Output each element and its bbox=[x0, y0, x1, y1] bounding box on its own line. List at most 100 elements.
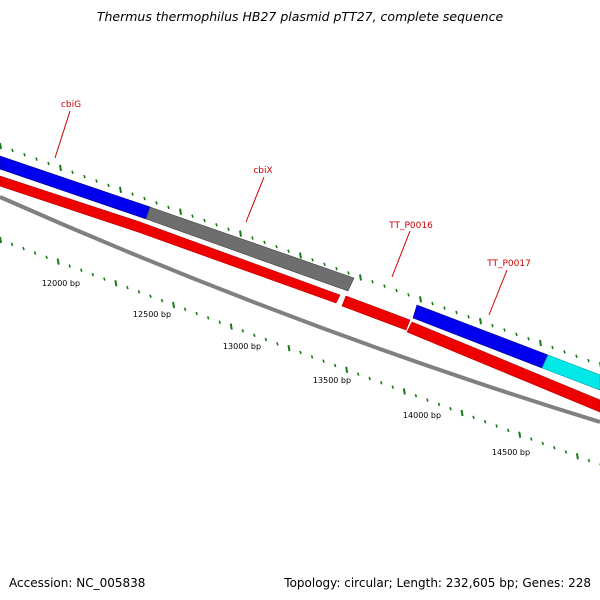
minor-tick bbox=[431, 301, 434, 306]
minor-tick bbox=[191, 214, 194, 218]
minor-tick bbox=[356, 372, 360, 376]
forward-strand-genes bbox=[0, 155, 600, 391]
major-tick bbox=[539, 339, 542, 347]
minor-tick bbox=[455, 310, 458, 315]
reverse-strand-genes bbox=[0, 175, 600, 413]
minor-tick bbox=[167, 205, 170, 210]
minor-tick bbox=[467, 315, 470, 319]
minor-tick bbox=[371, 280, 374, 284]
minor-tick bbox=[215, 223, 218, 227]
label-line-cbiG bbox=[54, 110, 71, 159]
minor-tick bbox=[160, 298, 164, 303]
tick-label: 13000 bp bbox=[223, 342, 261, 351]
minor-tick bbox=[383, 284, 386, 288]
gene-arrow-red[interactable] bbox=[0, 175, 341, 304]
major-tick bbox=[229, 323, 233, 330]
minor-tick bbox=[183, 307, 187, 311]
minor-tick bbox=[23, 153, 26, 157]
major-tick bbox=[119, 186, 122, 193]
major-tick bbox=[0, 142, 2, 150]
minor-tick bbox=[587, 458, 591, 463]
major-tick bbox=[359, 274, 362, 281]
plasmid-backbone bbox=[0, 195, 600, 424]
tick-label: 12000 bp bbox=[42, 279, 80, 288]
major-tick bbox=[114, 280, 118, 287]
minor-tick bbox=[551, 345, 554, 350]
minor-tick bbox=[107, 183, 110, 188]
major-tick bbox=[402, 388, 406, 395]
major-tick bbox=[0, 236, 2, 244]
minor-tick bbox=[426, 398, 429, 402]
minor-tick bbox=[103, 277, 106, 281]
minor-tick bbox=[310, 355, 314, 359]
minor-tick bbox=[131, 192, 134, 196]
minor-tick bbox=[503, 328, 506, 332]
minor-tick bbox=[45, 255, 48, 260]
minor-tick bbox=[47, 161, 50, 166]
minor-tick bbox=[10, 242, 14, 247]
minor-tick bbox=[541, 441, 545, 446]
minor-tick bbox=[227, 227, 230, 231]
minor-tick bbox=[323, 262, 326, 267]
outer-tick-marks bbox=[0, 142, 600, 369]
label-line-TT_P0016 bbox=[391, 230, 411, 278]
major-tick bbox=[179, 208, 182, 215]
minor-tick bbox=[137, 290, 141, 294]
minor-tick bbox=[11, 148, 14, 153]
gene-arrow-red[interactable] bbox=[341, 295, 411, 331]
minor-tick bbox=[311, 258, 314, 262]
minor-tick bbox=[80, 268, 83, 273]
minor-tick bbox=[22, 246, 25, 251]
minor-tick bbox=[495, 424, 498, 428]
minor-tick bbox=[206, 316, 210, 320]
major-tick bbox=[56, 258, 60, 265]
gene-label-cbiG[interactable]: cbiG bbox=[61, 100, 81, 110]
minor-tick bbox=[391, 385, 395, 389]
gene-label-TT_P0016[interactable]: TT_P0016 bbox=[388, 221, 433, 231]
minor-tick bbox=[276, 342, 279, 346]
gene-label-TT_P0017[interactable]: TT_P0017 bbox=[486, 259, 531, 269]
minor-tick bbox=[380, 381, 383, 385]
minor-tick bbox=[472, 415, 475, 420]
topology-text: Topology: circular; Length: 232,605 bp; … bbox=[284, 576, 591, 590]
minor-tick bbox=[218, 320, 221, 324]
minor-tick bbox=[527, 336, 530, 341]
major-tick bbox=[287, 345, 291, 352]
major-tick bbox=[299, 252, 302, 259]
tick-label: 13500 bp bbox=[313, 376, 351, 385]
minor-tick bbox=[553, 445, 556, 450]
label-line-cbiX bbox=[245, 176, 265, 223]
minor-tick bbox=[253, 333, 256, 337]
minor-tick bbox=[506, 428, 510, 433]
tick-label: 12500 bp bbox=[133, 310, 171, 319]
tick-label: 14000 bp bbox=[403, 411, 441, 420]
map-title: Thermus thermophilus HB27 plasmid pTT27,… bbox=[96, 9, 504, 24]
minor-tick bbox=[143, 196, 146, 201]
tick-label: 14500 bp bbox=[492, 448, 530, 457]
minor-tick bbox=[68, 264, 71, 268]
minor-tick bbox=[149, 294, 152, 299]
gene-cyan[interactable] bbox=[541, 354, 600, 391]
major-tick bbox=[518, 431, 522, 438]
minor-tick bbox=[251, 236, 254, 240]
major-tick bbox=[239, 230, 242, 237]
minor-tick bbox=[335, 266, 338, 271]
minor-tick bbox=[155, 201, 158, 205]
minor-tick bbox=[575, 354, 578, 358]
minor-tick bbox=[91, 272, 95, 277]
minor-tick bbox=[414, 394, 418, 398]
major-tick bbox=[460, 409, 464, 417]
gene-cbiX[interactable] bbox=[145, 206, 355, 292]
minor-tick bbox=[483, 419, 487, 424]
gene-label-lines bbox=[54, 110, 508, 316]
minor-tick bbox=[83, 174, 86, 179]
minor-tick bbox=[299, 350, 302, 355]
minor-tick bbox=[449, 406, 452, 411]
minor-tick bbox=[407, 293, 410, 297]
label-line-TT_P0017 bbox=[488, 269, 508, 316]
gene-arrow-red[interactable] bbox=[406, 321, 600, 413]
minor-tick bbox=[563, 350, 566, 354]
gene-label-cbiX[interactable]: cbiX bbox=[253, 166, 272, 176]
minor-tick bbox=[203, 218, 206, 223]
